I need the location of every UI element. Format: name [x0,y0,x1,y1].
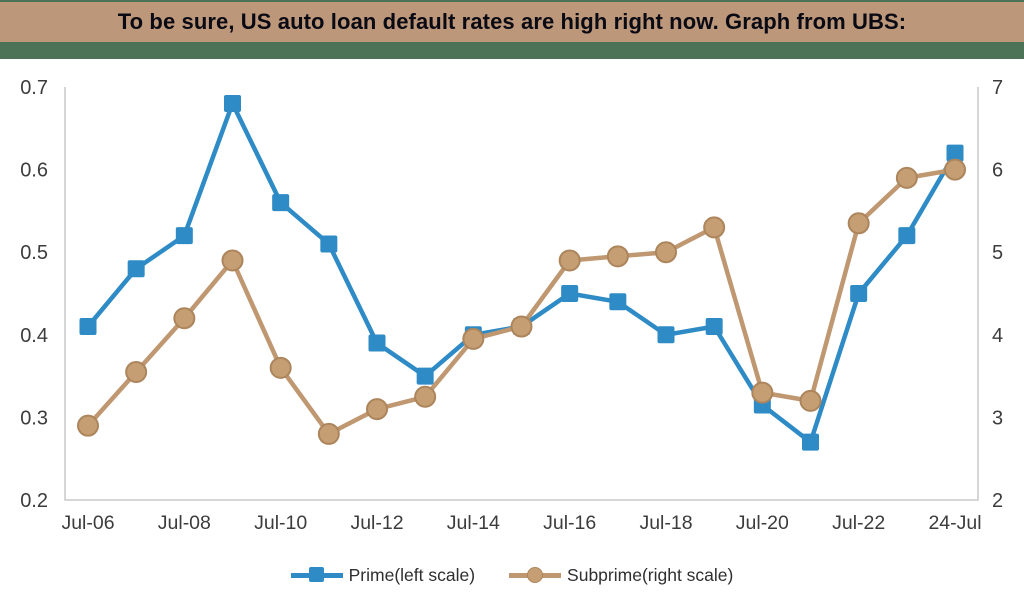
subprime-marker [655,241,677,264]
left-axis-tick: 0.6 [20,160,48,182]
left-axis-tick: 0.4 [20,325,48,347]
prime-marker [946,144,964,162]
subprime-marker [317,422,340,445]
right-axis-tick: 3 [992,407,1003,429]
right-axis-tick: 2 [992,490,1003,512]
left-axis-tick: 0.7 [20,77,48,99]
subprime-line-marker-icon [509,566,562,583]
prime-marker [79,318,97,336]
right-axis-tick: 4 [992,325,1003,347]
prime-marker [802,433,819,451]
x-axis-tick-labels: Jul-06 Jul-08 Jul-10 Jul-12 Jul-14 Jul-16 Jul-… [61,512,981,534]
subprime-marker [847,212,870,235]
subprime-marker [510,315,533,338]
accent-band [0,42,1024,59]
subprime-marker [558,249,581,272]
left-axis-tick: 0.2 [20,490,48,512]
prime-marker [609,293,627,311]
prime-marker [368,334,386,352]
subprime-marker [799,389,822,412]
prime-marker [561,285,579,302]
subprime-marker [173,307,196,330]
prime-marker [175,227,193,245]
legend-label-subprime: Subprime(right scale) [567,564,734,585]
subprime-marker [606,245,629,268]
prime-marker [657,326,675,344]
prime-marker [320,235,338,253]
right-axis-tick: 6 [992,160,1003,182]
x-axis-tick: Jul-14 [447,512,500,534]
prime-marker [416,367,434,385]
subprime-marker [414,385,437,408]
prime-line [86,101,957,445]
title-banner: To be sure, US auto loan default rates a… [0,0,1024,42]
chart-legend: Prime(left scale) Subprime(right scale) [0,562,1024,588]
subprime-marker [366,398,388,421]
prime-marker [272,194,290,212]
subprime-marker [703,216,726,239]
x-axis-tick: Jul-10 [254,512,307,534]
right-axis-tick: 5 [992,242,1003,264]
axis-lines [64,87,979,501]
left-axis-tick: 0.3 [20,407,48,429]
legend-item-subprime: Subprime(right scale) [509,565,733,586]
subprime-marker [221,249,244,272]
legend-item-prime: Prime(left scale) [290,564,476,586]
legend-label-prime: Prime(left scale) [348,564,476,585]
prime-marker [850,285,868,302]
subprime-series [77,158,966,445]
prime-marker [705,318,723,336]
x-axis-tick: Jul-18 [639,512,692,534]
x-axis-tick: Jul-06 [61,512,114,534]
subprime-marker [77,414,99,437]
left-axis-tick-labels: 0.7 0.6 0.5 0.4 0.3 0.2 [20,77,48,512]
x-axis-tick: Jul-20 [736,512,789,534]
x-axis-tick: Jul-16 [543,512,596,534]
subprime-marker [269,356,292,379]
x-axis-tick: Jul-12 [350,512,403,534]
figure-title: To be sure, US auto loan default rates a… [117,9,907,34]
subprime-marker [125,360,148,383]
subprime-marker [751,381,774,404]
prime-marker [898,227,916,245]
right-axis-tick-labels: 7 6 5 4 3 2 [992,77,1003,512]
left-axis-tick: 0.5 [20,242,48,264]
prime-series [79,95,964,451]
chart-area: 0.7 0.6 0.5 0.4 0.3 0.2 7 6 5 4 3 2 Jul-06 Jul-08 Jul-… [0,59,1024,588]
x-axis-tick: 24-Jul [928,512,981,534]
subprime-marker [462,327,485,350]
prime-marker [127,260,145,278]
prime-line-marker-icon [290,566,343,582]
x-axis-tick: Jul-22 [832,512,885,534]
prime-marker [224,95,241,113]
right-axis-tick: 7 [992,77,1003,99]
subprime-marker [895,166,918,189]
subprime-marker [944,158,966,181]
x-axis-tick: Jul-08 [158,512,211,534]
